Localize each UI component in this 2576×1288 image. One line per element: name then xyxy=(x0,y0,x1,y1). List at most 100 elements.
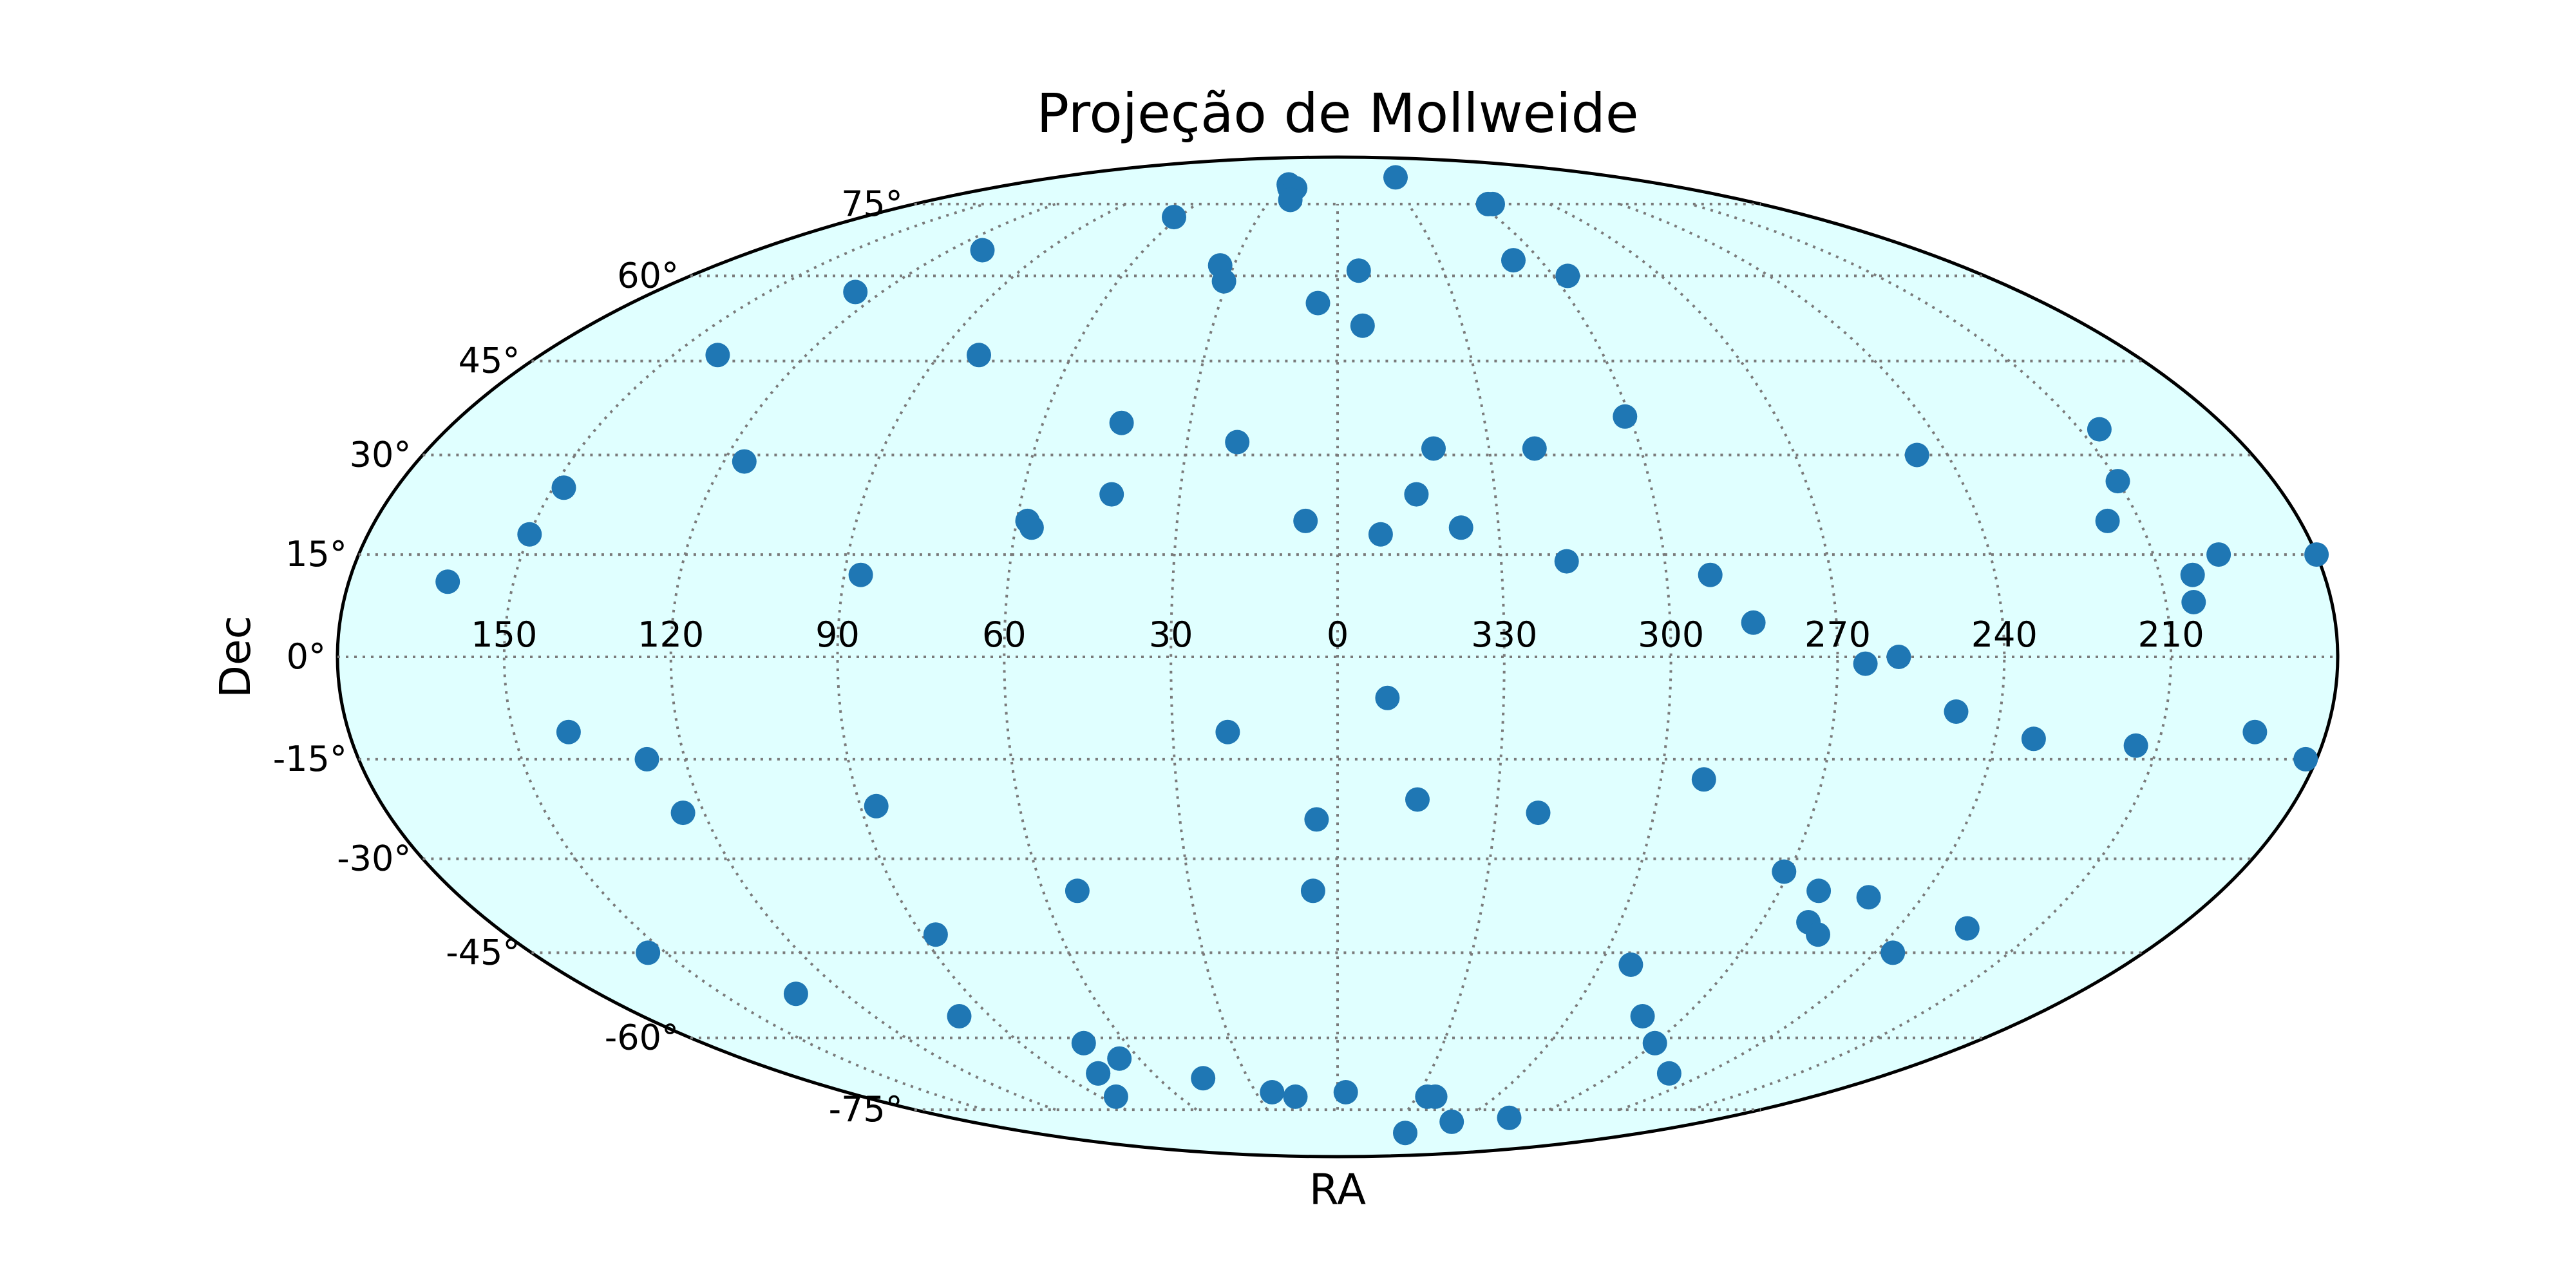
data-point xyxy=(636,940,661,965)
data-point xyxy=(1630,1004,1655,1028)
data-point xyxy=(1393,1121,1417,1146)
ra-tick-label: 30 xyxy=(1149,614,1193,655)
x-axis-label: RA xyxy=(1309,1165,1366,1215)
data-point xyxy=(1191,1066,1216,1091)
data-point xyxy=(1698,562,1723,587)
dec-tick-label: 60° xyxy=(617,255,679,296)
dec-tick-label: 30° xyxy=(350,435,412,475)
data-point xyxy=(970,238,995,263)
data-point xyxy=(2105,469,2130,494)
ra-tick-label: 330 xyxy=(1471,614,1537,655)
data-point xyxy=(1955,916,1980,941)
data-point xyxy=(1300,878,1325,904)
data-point xyxy=(670,800,696,826)
data-point xyxy=(1383,165,1408,190)
data-point xyxy=(1806,878,1832,904)
data-point xyxy=(1526,800,1551,826)
chart-title: Projeção de Mollweide xyxy=(1037,82,1639,145)
data-point xyxy=(1439,1109,1464,1134)
data-point xyxy=(1856,885,1881,910)
dec-tick-label: -75° xyxy=(829,1089,903,1130)
data-point xyxy=(1086,1061,1111,1086)
ra-tick-labels: 150 120 90 60 30 0 330 300 270 240 210 xyxy=(471,614,2204,655)
data-point xyxy=(435,569,460,594)
data-point xyxy=(1071,1030,1096,1056)
data-point xyxy=(1481,191,1505,216)
data-point xyxy=(2304,542,2329,567)
data-point xyxy=(1656,1061,1681,1086)
data-point xyxy=(1944,699,1969,724)
meridian-gridline xyxy=(1170,203,1269,1111)
data-point xyxy=(967,343,991,368)
data-point xyxy=(1065,878,1090,904)
data-point xyxy=(732,449,757,474)
data-point xyxy=(1350,313,1375,338)
ra-tick-label: 60 xyxy=(982,614,1027,655)
data-point xyxy=(1806,922,1830,947)
data-point xyxy=(1304,807,1329,832)
data-point xyxy=(947,1004,972,1028)
data-point xyxy=(1215,719,1240,744)
data-point xyxy=(1904,442,1929,468)
data-point xyxy=(556,719,581,744)
data-point xyxy=(1260,1080,1285,1104)
ra-tick-label: 270 xyxy=(1804,614,1871,655)
ra-tick-label: 150 xyxy=(471,614,537,655)
data-point xyxy=(2293,746,2318,772)
data-point xyxy=(1618,952,1643,977)
data-point xyxy=(1225,430,1250,455)
data-point xyxy=(1423,1084,1448,1109)
ra-tick-label: 0 xyxy=(1327,614,1349,655)
dec-tick-label: 15° xyxy=(285,534,347,574)
dec-tick-label: -15° xyxy=(273,739,347,779)
dec-tick-label: -45° xyxy=(446,932,520,972)
data-point xyxy=(843,279,868,305)
data-point xyxy=(1278,187,1303,213)
data-point xyxy=(1109,410,1134,435)
data-point xyxy=(1613,404,1638,429)
dec-tick-label: 75° xyxy=(841,184,903,224)
data-point xyxy=(2242,719,2268,744)
ra-tick-label: 240 xyxy=(1971,614,2038,655)
data-point xyxy=(1019,515,1044,540)
data-point xyxy=(1368,522,1393,547)
data-point xyxy=(1346,258,1371,283)
data-point xyxy=(1107,1046,1132,1071)
ra-tick-label: 210 xyxy=(2138,614,2204,655)
data-point xyxy=(1305,290,1331,316)
y-axis-label: Dec xyxy=(211,616,260,698)
dec-tick-label: 0° xyxy=(287,636,326,677)
dec-tick-label: 45° xyxy=(459,341,520,381)
data-point xyxy=(551,475,576,500)
data-point xyxy=(1642,1030,1667,1056)
data-point xyxy=(1405,787,1430,812)
data-point xyxy=(1162,205,1186,230)
data-point xyxy=(1293,508,1318,533)
data-point xyxy=(2181,590,2206,614)
data-point xyxy=(1211,269,1236,294)
data-point xyxy=(1333,1080,1358,1104)
data-point xyxy=(1375,685,1400,710)
data-point xyxy=(1421,436,1446,461)
data-point xyxy=(1099,482,1124,507)
gridlines xyxy=(337,202,2338,1112)
data-point xyxy=(2087,417,2112,442)
data-point xyxy=(2123,733,2148,758)
dec-tick-label: -30° xyxy=(337,838,411,879)
data-point xyxy=(864,793,889,819)
ra-tick-label: 90 xyxy=(815,614,860,655)
data-point xyxy=(1448,515,1473,540)
data-point xyxy=(1880,940,1906,965)
data-point xyxy=(1404,482,1429,507)
data-point xyxy=(1283,1084,1308,1109)
dec-tick-labels: 75° 60° 45° 30° 15° 0° -15° -30° -45° -60° -75° xyxy=(273,184,903,1130)
ra-tick-label: 300 xyxy=(1638,614,1704,655)
data-point xyxy=(1522,436,1547,461)
data-point xyxy=(2180,562,2205,587)
data-point xyxy=(783,981,808,1007)
data-point xyxy=(923,922,948,947)
data-point xyxy=(517,522,542,547)
data-point xyxy=(705,343,730,368)
data-point xyxy=(2095,508,2120,533)
